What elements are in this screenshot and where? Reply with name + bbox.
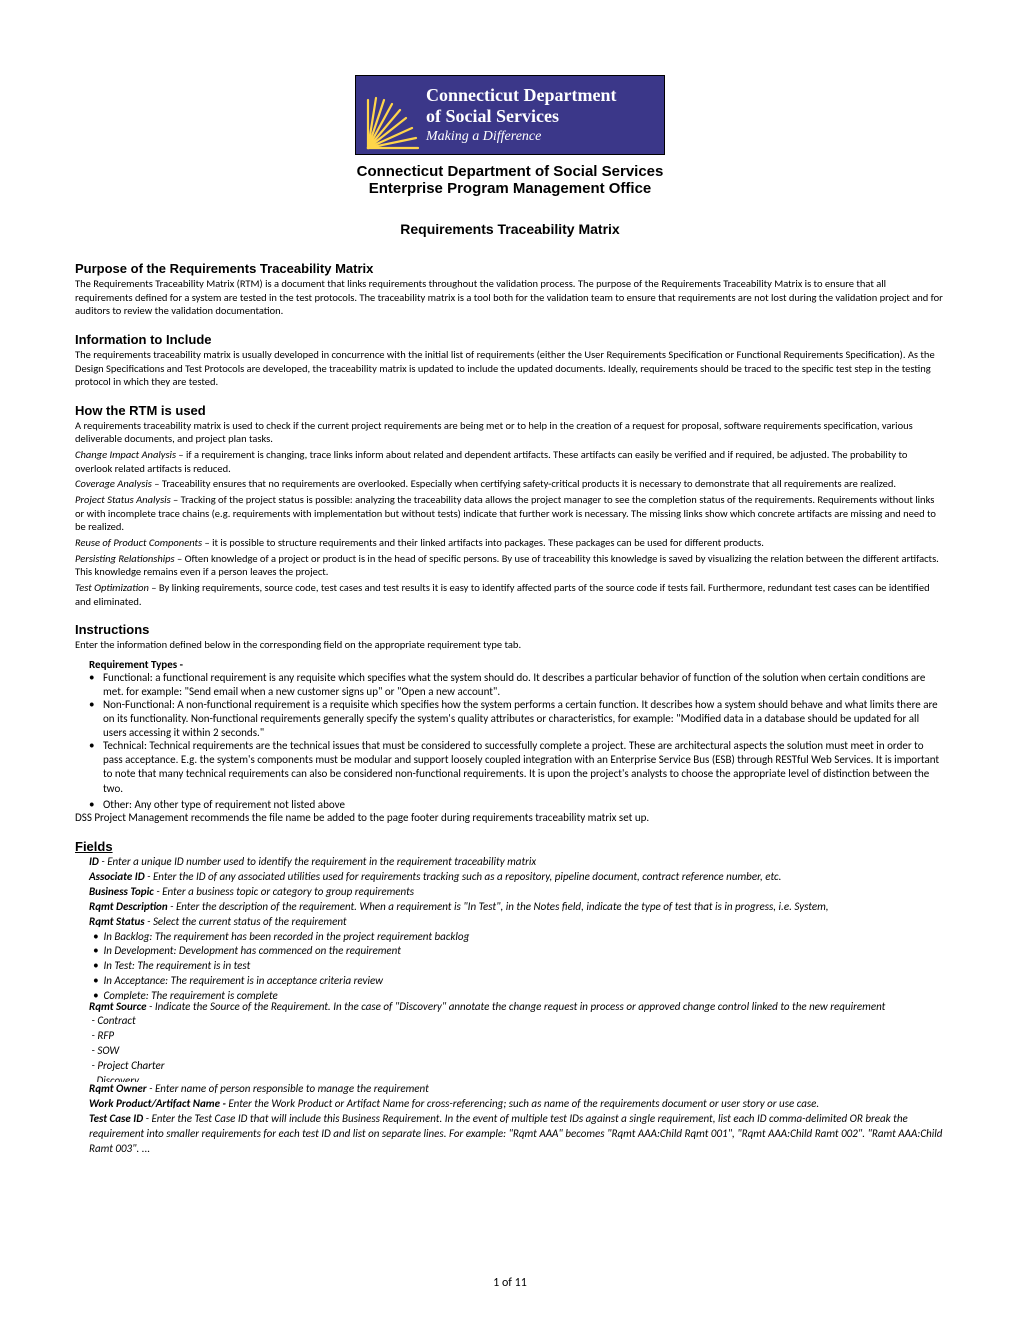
instructions-intro: Enter the information defined below in t… [75,638,945,652]
body-info: The requirements traceability matrix is … [75,348,945,389]
logo-line2: of Social Services [426,106,616,127]
heading-fields: Fields [75,839,945,854]
how-item: Test Optimization – By linking requireme… [75,581,945,608]
heading-info: Information to Include [75,332,945,347]
heading-purpose: Purpose of the Requirements Traceability… [75,261,945,276]
body-how-intro: A requirements traceability matrix is us… [75,419,945,446]
logo-tagline: Making a Difference [426,129,616,145]
agency-logo: Connecticut Department of Social Service… [355,75,665,155]
heading-how: How the RTM is used [75,403,945,418]
req-type-item: •Non-Functional: A non-functional requir… [89,698,945,739]
how-item: Project Status Analysis – Tracking of th… [75,493,945,534]
how-item: Change Impact Analysis – if a requiremen… [75,448,945,475]
document-title: Requirements Traceability Matrix [75,221,945,237]
field-rqmt-source-sub: - Contract - RFP - SOW - Project Charter… [89,1014,945,1082]
how-item: Coverage Analysis – Traceability ensures… [75,477,945,491]
instructions-note: DSS Project Management recommends the fi… [75,811,945,825]
req-type-item: •Functional: a functional requirement is… [89,671,945,698]
field-rqmt-source: Rqmt Source - Indicate the Source of the… [89,1000,945,1015]
sun-icon [360,80,420,150]
field-test-case-id: Test Case ID - Enter the Test Case ID th… [89,1112,945,1157]
req-type-item: •Technical: Technical requirements are t… [89,739,945,798]
field-id: ID - Enter a unique ID number used to id… [89,855,945,870]
field-rqmt-owner: Rqmt Owner - Enter name of person respon… [89,1082,945,1097]
req-type-item: •Other: Any other type of requirement no… [89,798,945,810]
header-agency-name: Connecticut Department of Social Service… [75,163,945,180]
field-work-product: Work Product/Artifact Name - Enter the W… [89,1097,945,1112]
logo-line1: Connecticut Department [426,85,616,106]
how-item: Persisting Relationships – Often knowled… [75,552,945,579]
field-business-topic: Business Topic - Enter a business topic … [89,885,945,900]
how-item: Reuse of Product Components – it is poss… [75,536,945,550]
heading-instructions: Instructions [75,622,945,637]
field-rqmt-description: Rqmt Description - Enter the description… [89,900,945,915]
header-office-name: Enterprise Program Management Office [75,180,945,197]
body-purpose: The Requirements Traceability Matrix (RT… [75,277,945,318]
req-types-heading: Requirement Types - [89,658,945,671]
field-associate-id: Associate ID - Enter the ID of any assoc… [89,870,945,885]
page-footer: 1 of 11 [0,1276,1020,1290]
field-rqmt-status-sub: • In Backlog: The requirement has been r… [89,930,945,1000]
field-rqmt-status: Rqmt Status - Select the current status … [89,915,945,930]
